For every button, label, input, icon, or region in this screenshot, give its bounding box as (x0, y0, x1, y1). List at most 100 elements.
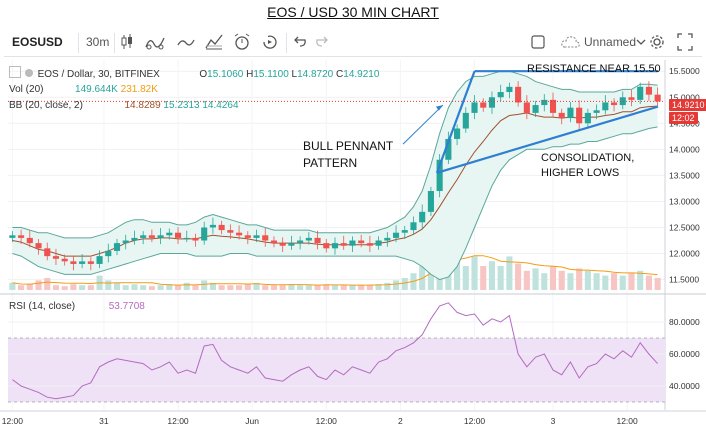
candle-body (410, 222, 417, 231)
bollinger-band-fill (12, 71, 658, 280)
volume-bar (52, 285, 60, 290)
candle-body (628, 97, 635, 100)
price-tick-label: 13.5000 (669, 170, 700, 180)
candle-body (140, 235, 147, 238)
candle-body (480, 102, 487, 108)
candle-body (593, 110, 600, 113)
volume-bar (384, 282, 391, 290)
consolidation-annotation-line2: HIGHER LOWS (541, 167, 620, 179)
volume-bar (523, 270, 530, 290)
volume-bar (113, 282, 121, 290)
price-tick-label: 11.5000 (669, 275, 699, 285)
volume-bar (645, 275, 652, 290)
toolbar-divider (286, 33, 287, 53)
candle-body (253, 235, 260, 238)
candle-body (96, 256, 103, 264)
candle-body (323, 243, 330, 249)
volume-bar (279, 285, 286, 290)
volume-bar (558, 270, 565, 290)
alert-icon[interactable] (232, 32, 252, 50)
candle-body (358, 240, 365, 244)
rsi-label: RSI (14, close) (9, 301, 76, 312)
price-tick-label: 15.5000 (669, 66, 700, 76)
volume-bar (366, 285, 373, 290)
candle-body (218, 224, 225, 231)
bollinger-upper-line (12, 70, 658, 239)
chart-toolbar: EOSUSD 30m Unnamed (4, 28, 702, 57)
interval-button[interactable]: 30m (86, 35, 110, 49)
candle-body (567, 107, 574, 119)
low-label: L (291, 69, 298, 80)
line-icon[interactable] (176, 32, 196, 50)
volume-bar (244, 284, 251, 290)
fullscreen-icon[interactable] (676, 32, 694, 51)
candles-icon[interactable] (120, 32, 134, 50)
volume-bar (654, 278, 661, 290)
candle-body (340, 243, 347, 246)
layout-name[interactable]: Unnamed (584, 35, 637, 49)
chevron-down-icon[interactable] (636, 32, 646, 50)
volume-bar (87, 285, 94, 290)
candle-body (637, 86, 644, 100)
candle-body (401, 230, 408, 233)
pointer-arrow-line (402, 104, 444, 145)
redo-icon[interactable] (314, 32, 330, 50)
low-value: 14.8720 (297, 69, 334, 80)
price-tick-label: 15.0000 (669, 92, 700, 102)
indicators-icon[interactable] (144, 32, 166, 50)
candle-body (515, 86, 522, 103)
candle-body (654, 94, 661, 102)
volume-bar (192, 285, 199, 290)
gear-icon[interactable] (648, 32, 666, 50)
volume-bar (262, 285, 269, 290)
candle-body (427, 191, 434, 212)
volume-bar (270, 285, 278, 290)
volume-bar (610, 273, 618, 290)
candle-body (558, 112, 565, 119)
rsi-tick-label: 60.0000 (669, 349, 700, 359)
volume-ma-line (12, 255, 658, 286)
annotation-lines (402, 70, 659, 174)
pointer-arrow-head (435, 105, 443, 111)
price-tick-label: 12.0000 (669, 249, 700, 259)
volume-bar (593, 273, 600, 290)
volume-legend: Vol (20) 149.644K 231.82K (9, 84, 158, 95)
volume-bar (166, 284, 173, 290)
candle-body (18, 235, 25, 238)
candle-body (44, 248, 51, 257)
pennant-annotation-line1: BULL PENNANT (303, 139, 394, 153)
candle-body (541, 99, 548, 106)
candle-body (349, 240, 356, 246)
collapse-icon[interactable] (9, 66, 21, 78)
checkbox-icon[interactable] (530, 32, 546, 50)
symbol-search-button[interactable]: EOSUSD (12, 35, 63, 49)
candle-body (619, 97, 626, 106)
undo-icon[interactable] (292, 32, 308, 50)
volume-bar (628, 273, 635, 290)
volume-bar (567, 273, 574, 290)
candle-body (532, 105, 539, 113)
time-tick-label: 3 (551, 416, 556, 426)
bb-value-1: 14.8289 (124, 100, 161, 111)
volume-bar (401, 278, 408, 290)
volume-bar (532, 268, 539, 290)
countdown-tag: 12:02 (669, 112, 698, 124)
candle-body (148, 235, 155, 238)
volume-bar (122, 285, 129, 290)
candle-body (70, 261, 77, 264)
pennant-annotation-line2: PATTERN (303, 156, 358, 170)
visibility-icon[interactable] (24, 69, 33, 77)
price-tick-label: 14.0000 (669, 144, 700, 154)
legend-pair: EOS / Dollar, 30, BITFINEX (37, 69, 160, 80)
replay-icon[interactable] (260, 32, 280, 50)
candle-body (488, 97, 496, 108)
candle-body (454, 128, 461, 139)
volume-bar (253, 282, 260, 290)
candle-body (262, 235, 269, 241)
compare-icon[interactable] (204, 32, 224, 50)
open-value: 15.1060 (207, 69, 244, 80)
volume-bar (392, 280, 400, 290)
rsi-tick-label: 40.0000 (669, 381, 700, 391)
volume-bar (576, 268, 583, 290)
